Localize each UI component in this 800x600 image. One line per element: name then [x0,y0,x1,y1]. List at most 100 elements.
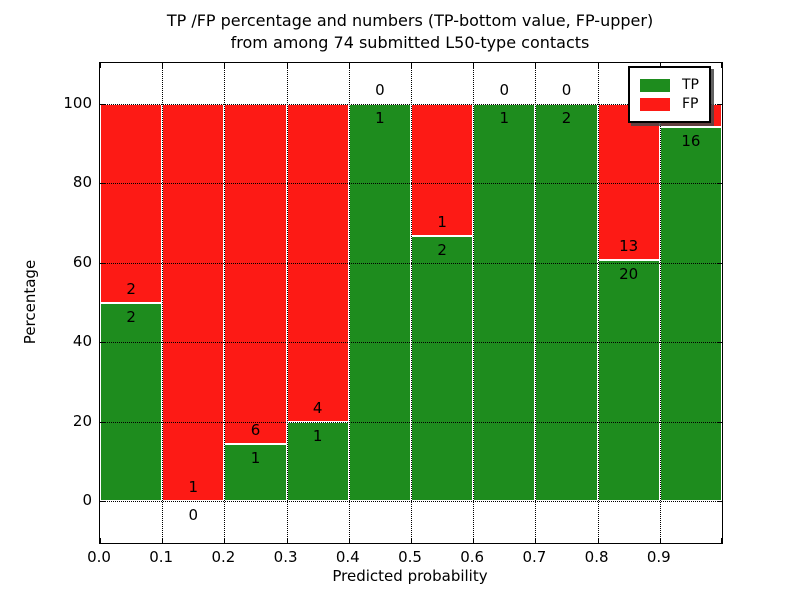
x-tick-mark [659,63,661,68]
x-tick-mark [473,538,475,543]
fp-count-label: 2 [126,279,136,298]
tp-count-label: 16 [681,132,701,151]
bar-segment-fp [100,104,163,303]
y-tick-mark [717,501,722,502]
chart-title: TP /FP percentage and numbers (TP-bottom… [99,10,721,54]
gridline-vertical [411,63,412,543]
y-tick-mark [717,262,722,264]
x-tick-mark [535,538,537,543]
gridline-vertical [286,63,288,543]
gridline-horizontal [100,501,722,502]
y-tick-mark [100,421,105,423]
bar-segment-tp [286,421,349,501]
tp-count-label: 2 [126,307,136,326]
fp-count-label: 6 [250,421,261,440]
y-tick-label: 40 [72,332,92,351]
tp-count-label: 1 [499,109,510,127]
x-tick-label: 0.2 [211,548,236,566]
y-tick-mark [717,421,722,423]
x-tick-mark [224,63,226,68]
fp-count-label: 4 [312,398,323,417]
x-tick-label: 0.1 [149,548,174,566]
x-tick-mark [224,538,226,543]
bar-segment-fp [162,104,225,501]
chart-title-line-1: TP /FP percentage and numbers (TP-bottom… [166,11,654,30]
y-tick-label: 0 [82,491,92,509]
x-tick-mark [721,538,722,543]
x-tick-mark [100,538,101,543]
bar-segment-fp [411,104,474,237]
tp-count-label: 20 [619,265,639,284]
chart-title-line-2: from among 74 submitted L50-type contact… [230,33,590,52]
x-tick-mark [348,63,350,68]
gridline-vertical [597,63,599,543]
gridline-vertical [473,63,475,543]
y-tick-mark [717,183,722,185]
x-tick-mark [721,63,722,68]
gridline-vertical [659,63,661,543]
x-tick-mark [473,63,475,68]
x-tick-mark [411,538,412,543]
y-tick-mark [100,342,105,344]
fp-count-label: 1 [188,478,199,496]
tp-count-label: 2 [561,109,572,127]
x-tick-mark [535,63,537,68]
fp-count-label: 1 [437,213,447,232]
gridline-vertical [535,63,537,543]
gridline-horizontal [100,262,722,264]
y-tick-mark [100,262,105,264]
bar-segment-tp [411,236,474,501]
x-tick-mark [597,538,599,543]
legend-item-fp: FP [640,96,699,112]
x-axis-label: Predicted probability [332,567,488,585]
y-tick-mark [100,183,105,185]
tp-color-swatch-icon [640,78,670,92]
x-tick-label: 0.8 [584,548,609,566]
x-tick-label: 0.4 [335,548,360,566]
x-tick-label: 0.0 [87,548,111,566]
y-tick-label: 80 [72,173,92,192]
x-tick-label: 0.9 [646,548,671,566]
bar-segment-tp [100,302,163,501]
bar-segment-tp [535,104,598,501]
legend-box: TP FP [628,66,711,123]
bar-segment-tp [224,444,287,501]
legend-label-fp: FP [682,96,699,112]
bar-segment-tp [348,104,411,501]
tp-count-label: 0 [188,506,199,524]
plot-area: 22106141011201021320116 [99,62,723,544]
fp-count-label: 13 [619,237,639,256]
x-tick-mark [348,538,350,543]
bar-segment-fp [224,104,287,445]
gridline-vertical [224,63,226,543]
bar-segment-tp [597,260,660,501]
x-tick-label: 0.3 [273,548,298,566]
x-tick-mark [597,63,599,68]
fp-count-label: 0 [375,81,385,99]
legend-label-tp: TP [682,77,699,93]
x-tick-mark [100,63,101,68]
fp-count-label: 0 [499,81,510,99]
gridline-vertical [348,63,350,543]
y-axis-label: Percentage [21,259,39,345]
y-tick-mark [717,342,722,344]
y-tick-mark [100,501,105,502]
gridline-horizontal [100,183,722,185]
y-tick-mark [717,104,722,105]
x-tick-label: 0.6 [460,548,485,566]
x-tick-mark [659,538,661,543]
tp-count-label: 1 [312,426,323,445]
x-tick-label: 0.7 [522,548,547,566]
gridline-horizontal [100,104,722,105]
tp-count-label: 1 [375,109,385,127]
x-tick-mark [286,538,288,543]
fp-color-swatch-icon [640,97,670,111]
y-tick-label: 20 [72,411,92,430]
y-tick-label: 100 [63,94,92,112]
tp-count-label: 2 [437,241,447,260]
x-tick-mark [162,63,164,68]
legend-item-tp: TP [640,77,699,93]
fp-count-label: 0 [561,81,572,99]
tp-count-label: 1 [250,449,261,468]
